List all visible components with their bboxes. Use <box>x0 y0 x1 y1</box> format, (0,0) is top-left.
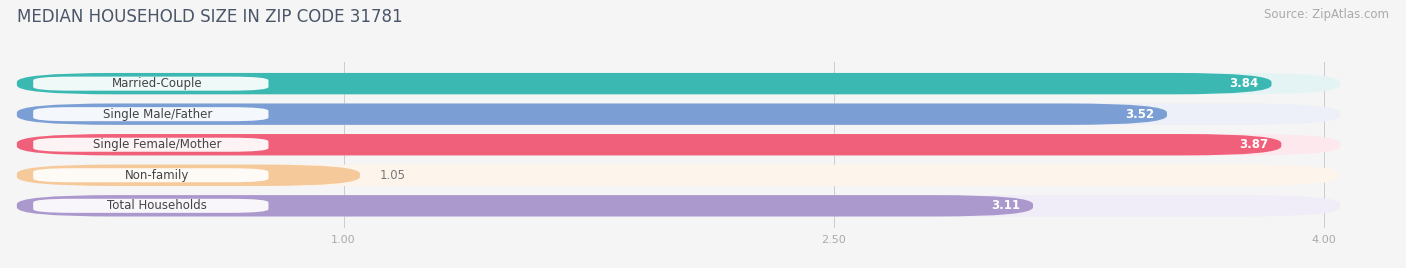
FancyBboxPatch shape <box>34 199 269 213</box>
Text: 3.84: 3.84 <box>1229 77 1258 90</box>
FancyBboxPatch shape <box>34 77 269 91</box>
Text: 3.52: 3.52 <box>1125 108 1154 121</box>
FancyBboxPatch shape <box>34 138 269 152</box>
FancyBboxPatch shape <box>17 165 1340 186</box>
FancyBboxPatch shape <box>17 103 1340 125</box>
FancyBboxPatch shape <box>17 195 1340 217</box>
Text: Non-family: Non-family <box>125 169 190 182</box>
Text: 1.05: 1.05 <box>380 169 405 182</box>
Text: MEDIAN HOUSEHOLD SIZE IN ZIP CODE 31781: MEDIAN HOUSEHOLD SIZE IN ZIP CODE 31781 <box>17 8 402 26</box>
Text: 3.87: 3.87 <box>1239 138 1268 151</box>
Text: Total Households: Total Households <box>107 199 207 212</box>
FancyBboxPatch shape <box>34 168 269 182</box>
FancyBboxPatch shape <box>17 73 1340 94</box>
Text: Single Male/Father: Single Male/Father <box>103 108 212 121</box>
FancyBboxPatch shape <box>17 103 1167 125</box>
FancyBboxPatch shape <box>17 134 1340 155</box>
FancyBboxPatch shape <box>17 134 1281 155</box>
FancyBboxPatch shape <box>17 195 1033 217</box>
Text: Source: ZipAtlas.com: Source: ZipAtlas.com <box>1264 8 1389 21</box>
FancyBboxPatch shape <box>17 165 360 186</box>
Text: Married-Couple: Married-Couple <box>112 77 202 90</box>
Text: Single Female/Mother: Single Female/Mother <box>93 138 222 151</box>
FancyBboxPatch shape <box>34 107 269 121</box>
FancyBboxPatch shape <box>17 73 1271 94</box>
Text: 3.11: 3.11 <box>991 199 1019 212</box>
